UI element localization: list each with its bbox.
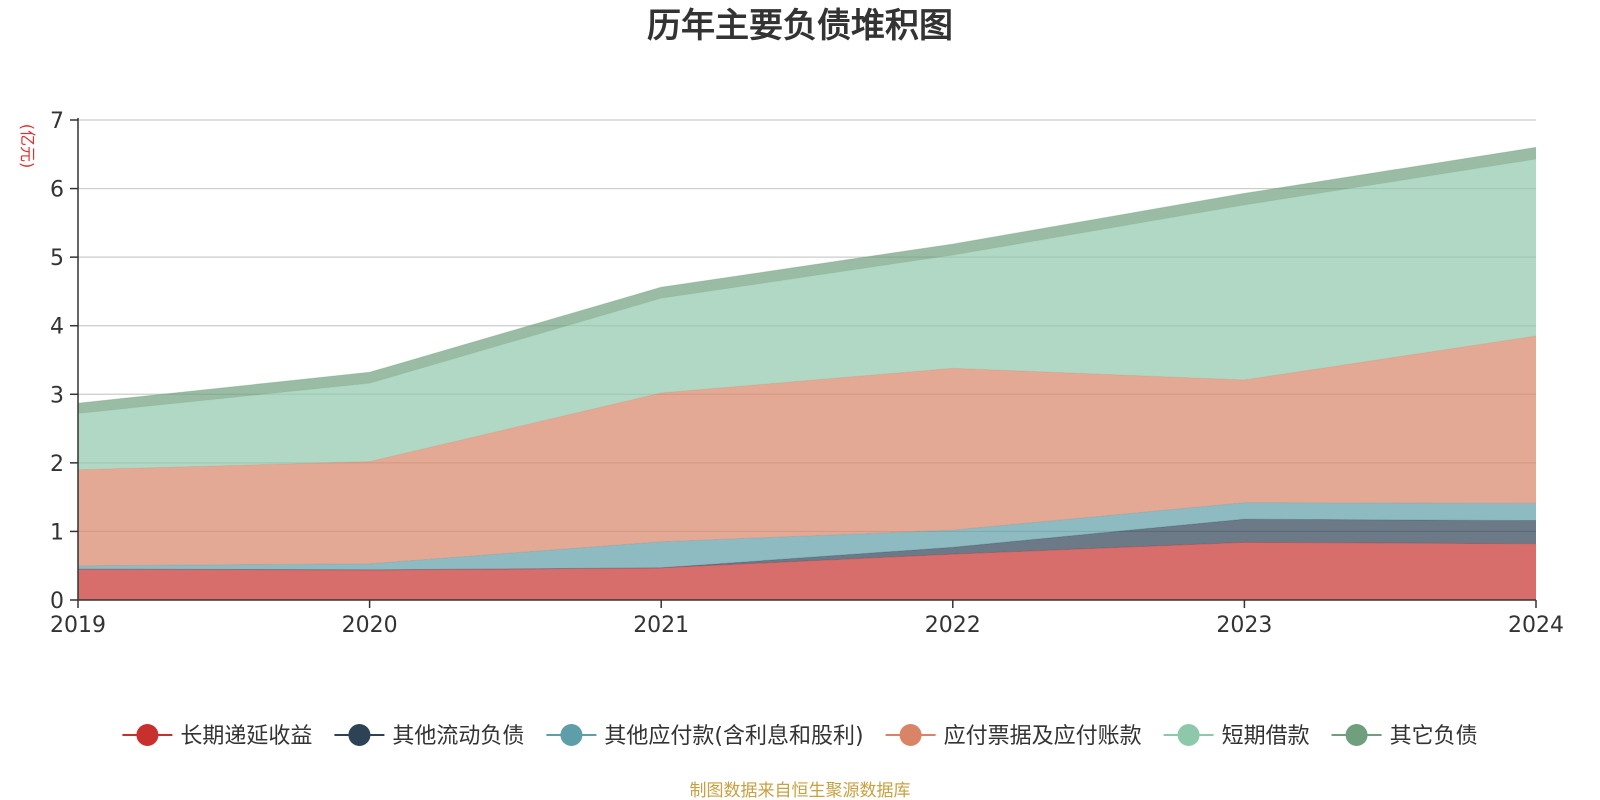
legend-marker xyxy=(560,724,583,746)
legend-label: 长期递延收益 xyxy=(180,724,312,749)
area-series-1 xyxy=(78,519,1536,570)
y-tick-label: 6 xyxy=(50,178,64,203)
legend-label: 其他流动负债 xyxy=(392,724,524,749)
legend-marker xyxy=(348,724,371,746)
x-tick-label: 2024 xyxy=(1508,613,1564,638)
legend-label: 其他应付款(含利息和股利) xyxy=(604,724,863,749)
x-tick-label: 2020 xyxy=(342,613,398,638)
area-series-5 xyxy=(78,147,1536,414)
y-tick-label: 1 xyxy=(50,520,64,545)
area-series-0 xyxy=(78,542,1536,600)
area-series-3 xyxy=(78,336,1536,566)
legend-item-2[interactable]: 其他应付款(含利息和股利) xyxy=(546,724,864,749)
x-tick-label: 2022 xyxy=(925,613,981,638)
x-tick-label: 2023 xyxy=(1216,613,1272,638)
y-tick-label: 4 xyxy=(50,315,64,340)
y-tick-label: 3 xyxy=(50,383,64,408)
legend[interactable]: 长期递延收益 其他流动负债 其他应付款(含利息和股利) 应付票据及应付账款 短期借款 其它… xyxy=(122,724,1478,749)
legend-item-1[interactable]: 其他流动负债 xyxy=(334,724,524,749)
source-note: 制图数据来自恒生聚源数据库 xyxy=(690,781,911,800)
legend-marker xyxy=(899,724,922,746)
area-series-layer xyxy=(77,146,1537,600)
y-tick-label: 5 xyxy=(50,246,64,271)
legend-marker xyxy=(136,724,159,746)
legend-label: 短期借款 xyxy=(1222,724,1310,749)
legend-marker xyxy=(1177,724,1200,746)
legend-marker xyxy=(1345,724,1368,746)
legend-item-4[interactable]: 短期借款 xyxy=(1163,724,1310,749)
y-axis-unit-label: (亿元) xyxy=(18,124,37,169)
legend-item-3[interactable]: 应付票据及应付账款 xyxy=(885,724,1142,749)
x-tick-label: 2019 xyxy=(50,613,106,638)
chart-title: 历年主要负债堆积图 xyxy=(647,6,953,46)
area-series-edge-5 xyxy=(77,146,1537,404)
area-series-edge-4 xyxy=(77,158,1537,414)
area-series-edge-0 xyxy=(77,541,1537,571)
x-tick-label: 2021 xyxy=(633,613,689,638)
legend-item-5[interactable]: 其它负债 xyxy=(1331,724,1478,749)
area-series-2 xyxy=(78,502,1536,570)
legend-item-0[interactable]: 长期递延收益 xyxy=(122,724,312,749)
legend-label: 其它负债 xyxy=(1390,724,1478,749)
area-series-4 xyxy=(78,159,1536,470)
y-tick-label: 0 xyxy=(50,589,64,614)
y-tick-label: 2 xyxy=(50,452,64,477)
axes: 0 1 2 3 4 5 6 7 2019 2020 2021 2022 2023 2024 xyxy=(50,109,1564,638)
y-tick-label: 7 xyxy=(50,109,64,134)
legend-label: 应付票据及应付账款 xyxy=(944,724,1142,749)
